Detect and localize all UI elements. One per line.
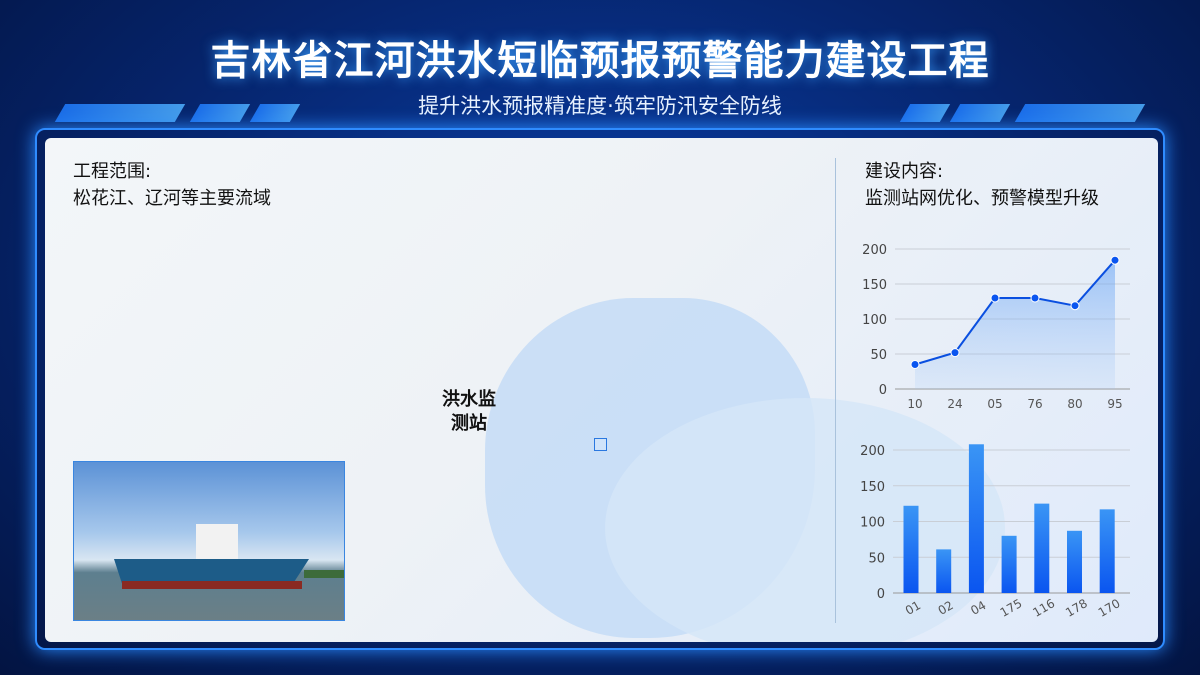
bar [936, 549, 952, 593]
x-tick-label: 76 [1027, 397, 1042, 411]
content-heading: 建设内容: [865, 161, 944, 182]
map-sea [605, 398, 1005, 642]
bar [903, 505, 919, 593]
y-tick-label: 200 [860, 444, 885, 459]
x-tick-label: 170 [1096, 596, 1123, 620]
data-point [910, 360, 920, 369]
line-series [914, 259, 1116, 366]
panel-frame [35, 128, 1165, 650]
y-tick-label: 0 [879, 383, 887, 398]
y-tick-label: 150 [862, 278, 887, 293]
bar [968, 444, 984, 593]
x-tick-label: 05 [987, 397, 1002, 411]
bar [1001, 535, 1017, 593]
station-label: 洪水监测站 [442, 389, 496, 434]
x-tick-label: 95 [1107, 397, 1122, 411]
data-point [1110, 255, 1120, 265]
data-point [950, 348, 960, 358]
x-tick-label: 178 [1063, 596, 1090, 620]
bar [1099, 509, 1115, 593]
y-tick-label: 100 [860, 516, 885, 531]
scope-heading: 工程范围: [73, 161, 152, 182]
bar [1034, 503, 1050, 593]
content-text: 监测站网优化、预警模型升级 [865, 188, 1099, 209]
ship-hull [122, 581, 302, 589]
page-title: 吉林省江河洪水短临预报预警能力建设工程 [210, 38, 990, 84]
y-tick-label: 50 [870, 348, 887, 363]
shore [304, 570, 344, 578]
y-tick-label: 200 [862, 243, 887, 258]
bar [1067, 530, 1082, 593]
y-tick-label: 150 [860, 480, 885, 495]
divider [835, 158, 836, 623]
x-tick-label: 04 [968, 598, 988, 618]
data-point [990, 293, 1000, 303]
station-marker-icon[interactable] [594, 438, 607, 451]
y-tick-label: 100 [862, 313, 887, 328]
x-tick-label: 116 [1030, 596, 1057, 620]
x-tick-label: 24 [947, 397, 962, 411]
x-tick-label: 02 [936, 598, 956, 618]
x-tick-label: 80 [1067, 397, 1082, 411]
ship-cabin [196, 524, 238, 560]
scope-text: 松花江、辽河等主要流域 [73, 188, 271, 209]
ship-photo [73, 461, 345, 621]
x-tick-label: 01 [903, 598, 923, 618]
line-area [915, 260, 1115, 389]
x-tick-label: 10 [907, 397, 922, 411]
page-subtitle: 提升洪水预报精准度·筑牢防汛安全防线 [418, 94, 782, 118]
y-tick-label: 0 [877, 587, 885, 602]
y-tick-label: 50 [868, 551, 885, 566]
data-point [1070, 301, 1080, 311]
data-point [1030, 293, 1040, 303]
x-tick-label: 175 [998, 596, 1025, 620]
